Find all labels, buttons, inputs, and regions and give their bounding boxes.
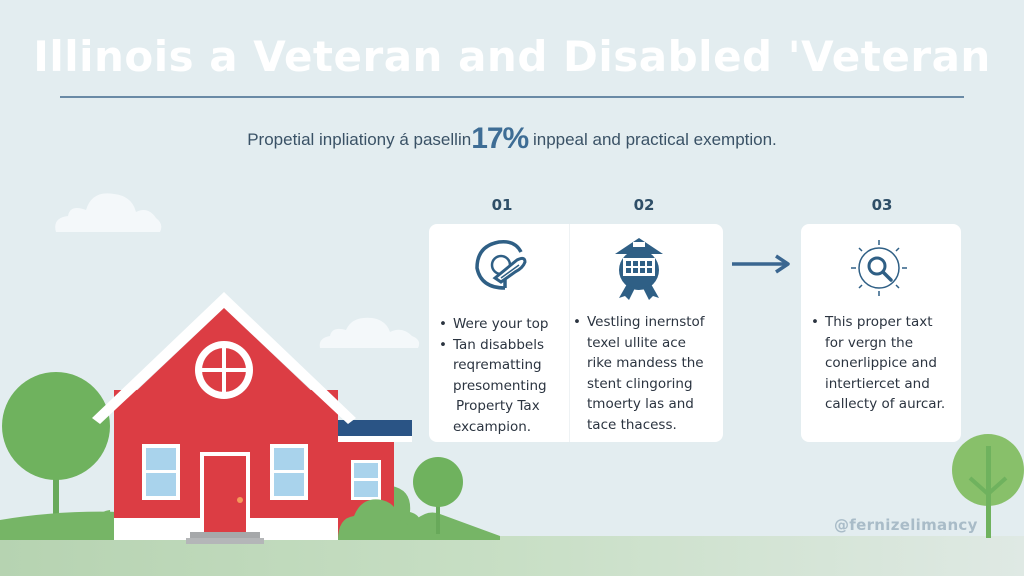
cloud-icon (55, 193, 162, 232)
highlight-percentage: 17% (471, 122, 529, 155)
courthouse-badge-icon (615, 238, 663, 300)
ground (0, 536, 1024, 576)
bullet-item: • Were your top (439, 316, 549, 332)
veteran-helmet-icon (475, 239, 527, 290)
subtitle: Propetial inpliationy á pasellin17% inpp… (0, 122, 1024, 156)
step-card-3: • This proper taxt for vergn the conerlippi… (801, 224, 961, 442)
step-number-02: 02 (633, 196, 655, 214)
bullet-item: • Vestling inernstof texel ullite ace rike … (573, 314, 705, 433)
step-number-01: 01 (491, 196, 513, 214)
cloud-icon (319, 317, 420, 348)
tree-icon (400, 457, 500, 540)
hill (0, 511, 120, 540)
title-divider (60, 96, 964, 98)
step-2-description: • Vestling inernstof texel ullite ace rike … (573, 312, 723, 435)
step-cards-1-2: • Were your top • Tan disabbels reqremattin… (429, 224, 723, 442)
house-illustration (92, 292, 422, 544)
card-separator (569, 224, 570, 442)
step-number-03: 03 (871, 196, 893, 214)
arrow-right-icon (732, 254, 790, 274)
subtitle-text-after: inppeal and practical exemption. (528, 130, 777, 149)
tree-icon (952, 434, 1024, 538)
step-3-description: • This proper taxt for vergn the conerlippi… (811, 312, 959, 415)
page-title: Illinois a Veteran and Disabled 'Veteran (33, 32, 991, 81)
watermark: @fernizelimancy (834, 516, 978, 534)
bullet-item: • This proper taxt for vergn the conerlippi… (811, 314, 946, 412)
step-1-description: • Were your top • Tan disabbels reqremattin… (439, 314, 567, 437)
magnifier-sun-icon (851, 240, 907, 296)
bullet-item: • Tan disabbels reqrematting presomenting Pr… (439, 336, 547, 435)
subtitle-text-before: Propetial inpliationy á pasellin (247, 130, 472, 149)
tree-icon (2, 372, 110, 530)
